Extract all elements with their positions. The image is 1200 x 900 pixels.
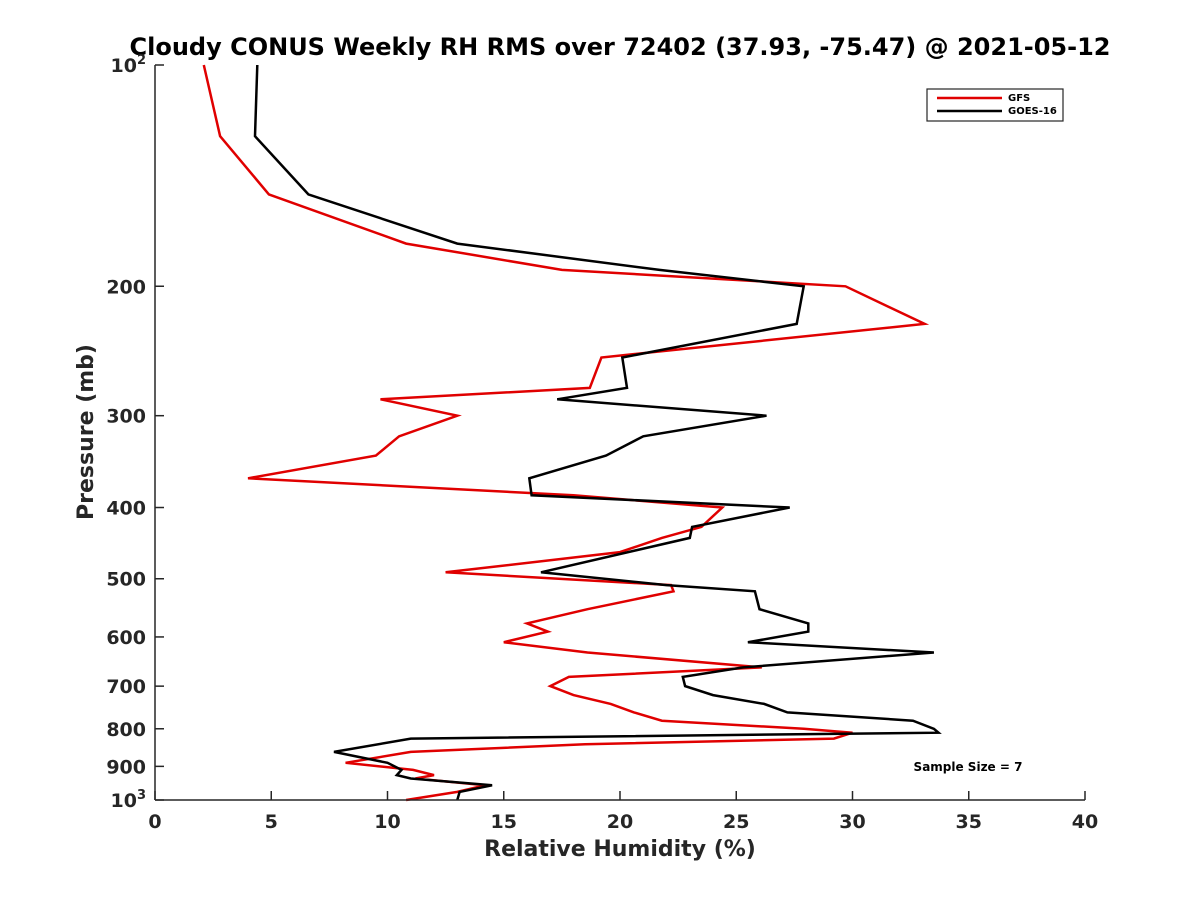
y-tick-label: 200 bbox=[106, 276, 146, 298]
series-layer bbox=[202, 64, 942, 802]
y-tick-label: 600 bbox=[106, 627, 146, 649]
legend-box bbox=[926, 88, 1064, 122]
x-tick-label: 20 bbox=[607, 811, 633, 833]
y-tick-label: 500 bbox=[106, 569, 146, 591]
legend: GFS GOES-16 bbox=[926, 88, 1064, 122]
x-tick-label: 30 bbox=[839, 811, 865, 833]
y-tick-label: 400 bbox=[106, 498, 146, 520]
y-axis-label: Pressure (mb) bbox=[74, 344, 99, 520]
x-axis-label: Relative Humidity (%) bbox=[484, 837, 756, 862]
y-tick-label: 800 bbox=[106, 719, 146, 741]
y-tick-label: 900 bbox=[106, 756, 146, 778]
x-tick-label: 0 bbox=[148, 811, 161, 833]
x-tick-label: 25 bbox=[723, 811, 749, 833]
y-tick-label: 102 bbox=[111, 53, 147, 77]
x-tick-label: 5 bbox=[265, 811, 278, 833]
y-ticks: 102 200 300 400 500 600 700 800 900 103 bbox=[106, 53, 164, 812]
x-tick-label: 40 bbox=[1072, 811, 1098, 833]
x-ticks: 0 5 10 15 20 25 30 35 40 bbox=[148, 791, 1098, 833]
chart-title: Cloudy CONUS Weekly RH RMS over 72402 (3… bbox=[130, 33, 1111, 61]
legend-label-goes16: GOES-16 bbox=[1008, 106, 1057, 117]
x-tick-label: 10 bbox=[374, 811, 400, 833]
series-line-gfs bbox=[202, 64, 930, 802]
legend-label-gfs: GFS bbox=[1008, 93, 1030, 104]
x-tick-label: 15 bbox=[491, 811, 517, 833]
series-line-goes16 bbox=[253, 64, 942, 801]
x-tick-label: 35 bbox=[956, 811, 982, 833]
y-tick-label: 103 bbox=[111, 788, 147, 812]
sample-size-annotation: Sample Size = 7 bbox=[914, 760, 1023, 774]
y-tick-label: 300 bbox=[106, 406, 146, 428]
y-tick-label: 700 bbox=[106, 676, 146, 698]
